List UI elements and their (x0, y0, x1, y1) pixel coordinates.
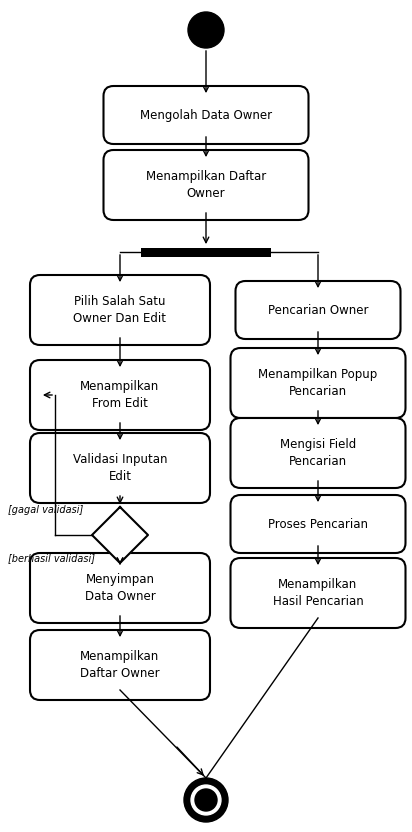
Polygon shape (92, 507, 148, 563)
Circle shape (195, 789, 217, 811)
Text: Pencarian Owner: Pencarian Owner (268, 304, 368, 316)
FancyBboxPatch shape (103, 150, 309, 220)
Text: [gagal validasi]: [gagal validasi] (8, 505, 83, 515)
FancyBboxPatch shape (230, 558, 405, 628)
Text: Mengisi Field
Pencarian: Mengisi Field Pencarian (280, 438, 356, 468)
FancyBboxPatch shape (230, 348, 405, 418)
Text: Menampilkan
Daftar Owner: Menampilkan Daftar Owner (80, 650, 160, 680)
FancyBboxPatch shape (230, 418, 405, 488)
FancyBboxPatch shape (30, 360, 210, 430)
Bar (141, 247, 271, 256)
Text: Validasi Inputan
Edit: Validasi Inputan Edit (73, 453, 167, 483)
FancyBboxPatch shape (30, 553, 210, 623)
FancyBboxPatch shape (230, 495, 405, 553)
Text: Menampilkan Popup
Pencarian: Menampilkan Popup Pencarian (258, 368, 378, 398)
Text: [berhasil validasi]: [berhasil validasi] (8, 553, 95, 563)
Text: Pilih Salah Satu
Owner Dan Edit: Pilih Salah Satu Owner Dan Edit (73, 295, 166, 325)
FancyBboxPatch shape (30, 275, 210, 345)
Circle shape (184, 778, 228, 822)
Circle shape (188, 12, 224, 48)
Text: Menyimpan
Data Owner: Menyimpan Data Owner (84, 573, 155, 603)
Text: Menampilkan Daftar
Owner: Menampilkan Daftar Owner (146, 170, 266, 200)
FancyBboxPatch shape (103, 86, 309, 144)
Text: Proses Pencarian: Proses Pencarian (268, 518, 368, 531)
FancyBboxPatch shape (30, 630, 210, 700)
Text: Mengolah Data Owner: Mengolah Data Owner (140, 108, 272, 121)
Text: Menampilkan
Hasil Pencarian: Menampilkan Hasil Pencarian (273, 578, 363, 608)
FancyBboxPatch shape (236, 281, 400, 339)
Text: Menampilkan
From Edit: Menampilkan From Edit (80, 380, 159, 410)
Circle shape (191, 785, 221, 815)
FancyBboxPatch shape (30, 433, 210, 503)
